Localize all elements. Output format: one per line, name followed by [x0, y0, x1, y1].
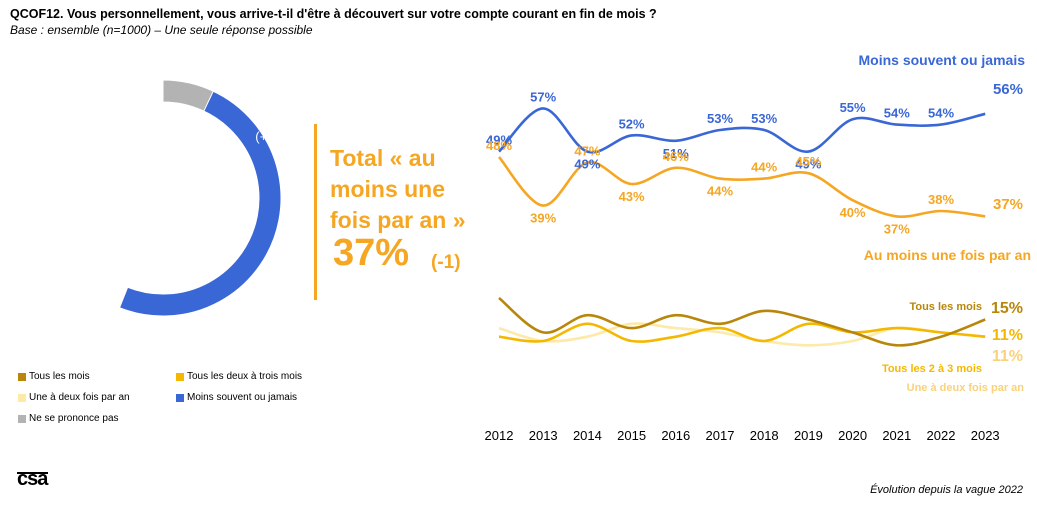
- series-name-moins-souvent: Moins souvent ou jamais: [859, 52, 1026, 68]
- data-label: 48%: [486, 138, 512, 153]
- csa-logo: csa: [17, 468, 48, 490]
- data-label: 54%: [884, 106, 910, 121]
- x-tick-label: 2014: [573, 428, 602, 443]
- end-label: 37%: [993, 196, 1023, 213]
- end-label: 56%: [993, 81, 1023, 98]
- data-label: 43%: [619, 189, 645, 204]
- data-label: 46%: [663, 149, 689, 164]
- data-label: 54%: [928, 106, 954, 121]
- legend-item-ne-se-prononce-pas: Ne se prononce pas: [18, 413, 119, 424]
- line-chart: 49% 57% 49% 52% 51% 53% 53% 49% 55% 54% 54% 48% 39% 4…: [485, 52, 1031, 443]
- data-label: 55%: [840, 100, 866, 115]
- series-line: [498, 156, 986, 218]
- end-label: 11%: [992, 348, 1023, 365]
- legend-item-deux-trois-mois: Tous les deux à trois mois: [176, 371, 302, 382]
- data-label: 44%: [707, 184, 733, 199]
- legend-item-tous-les-mois: Tous les mois: [18, 371, 90, 382]
- x-tick-label: 2021: [882, 428, 911, 443]
- legend-label: Moins souvent ou jamais: [187, 392, 298, 403]
- series-name-deux-trois-mois: Tous les 2 à 3 mois: [882, 363, 982, 375]
- donut-change-label: (-2): [287, 204, 307, 219]
- end-label: 15%: [991, 300, 1023, 317]
- legend-item-moins-souvent: Moins souvent ou jamais: [176, 392, 297, 403]
- legend-label: Une à deux fois par an: [29, 392, 130, 403]
- donut-change-label: (+2): [255, 129, 278, 144]
- end-label: 11%: [992, 327, 1023, 344]
- data-label: 40%: [840, 205, 866, 220]
- donut-value-label: 11%: [265, 261, 289, 275]
- x-tick-label: 2017: [706, 428, 735, 443]
- donut-value-label: 7%: [140, 105, 158, 119]
- x-tick-label: 2022: [927, 428, 956, 443]
- series-line: [498, 322, 986, 343]
- data-label: 57%: [530, 89, 556, 104]
- legend-label: Tous les mois: [29, 371, 90, 382]
- total-divider: [314, 124, 317, 300]
- x-tick-label: 2023: [971, 428, 1000, 443]
- donut-value-label: 11%: [285, 186, 309, 200]
- x-tick-label: 2015: [617, 428, 646, 443]
- donut-slice: [118, 80, 282, 317]
- logo-underline: [17, 472, 48, 474]
- data-label: 44%: [751, 160, 777, 175]
- legend-swatch: [176, 372, 184, 381]
- legend-swatch: [18, 414, 26, 423]
- data-label: 38%: [928, 192, 954, 207]
- data-label: 45%: [795, 154, 821, 169]
- chart-title: QCOF12. Vous personnellement, vous arriv…: [10, 7, 657, 21]
- x-tick-label: 2013: [529, 428, 558, 443]
- donut-value-label: 56%: [93, 275, 117, 289]
- x-tick-label: 2019: [794, 428, 823, 443]
- legend-swatch: [176, 393, 184, 402]
- donut-change-label: (+2): [93, 293, 116, 308]
- donut-slice: [162, 80, 214, 112]
- x-tick-label: 2020: [838, 428, 867, 443]
- donut-chart: 15% (+2) 11% (-2) 11% (-1) 56% (+2) 7% (-1): [93, 80, 309, 317]
- footer-note: Évolution depuis la vague 2022: [870, 484, 1023, 496]
- series-line: [498, 107, 986, 154]
- series-name-une-deux-fois: Une à deux fois par an: [907, 382, 1025, 394]
- data-label: 49%: [486, 133, 512, 148]
- chart-subtitle: Base : ensemble (n=1000) – Une seule rép…: [10, 23, 313, 37]
- data-label: 39%: [530, 211, 556, 226]
- legend-label: Tous les deux à trois mois: [187, 371, 303, 382]
- legend-swatch: [18, 372, 26, 381]
- x-tick-label: 2012: [485, 428, 514, 443]
- data-label: 53%: [707, 111, 733, 126]
- legend-label: Ne se prononce pas: [29, 413, 119, 424]
- data-label: 37%: [884, 221, 910, 236]
- data-label: 52%: [619, 116, 645, 131]
- donut-change-label: (-1): [267, 279, 287, 294]
- data-label: 53%: [751, 111, 777, 126]
- series-line: [498, 296, 986, 347]
- legend-item-une-deux-fois: Une à deux fois par an: [18, 392, 130, 403]
- total-value: 37%: [333, 232, 410, 274]
- legend-swatch: [18, 393, 26, 402]
- series-name-au-moins-une-fois: Au moins une fois par an: [864, 247, 1031, 263]
- x-tick-label: 2018: [750, 428, 779, 443]
- data-label: 49%: [574, 157, 600, 172]
- data-label: 47%: [574, 143, 600, 158]
- series-name-tous-les-mois: Tous les mois: [909, 301, 982, 313]
- donut-value-label: 15%: [255, 111, 279, 125]
- x-tick-label: 2016: [661, 428, 690, 443]
- data-label: 51%: [663, 146, 689, 161]
- data-label: 49%: [795, 157, 821, 172]
- total-change: (-1): [431, 252, 461, 273]
- donut-change-label: (-1): [166, 104, 186, 119]
- total-label: Total « au moins une fois par an »: [330, 145, 466, 233]
